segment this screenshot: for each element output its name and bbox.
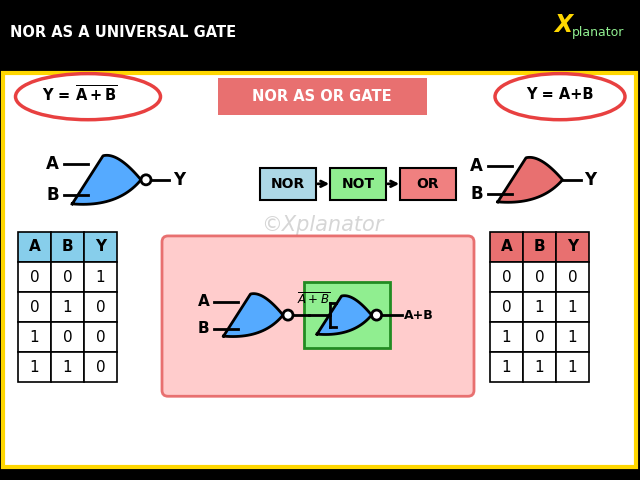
Text: 1: 1 xyxy=(534,360,544,375)
Text: 1: 1 xyxy=(96,269,106,285)
FancyBboxPatch shape xyxy=(490,232,523,262)
Text: B: B xyxy=(470,185,483,203)
Text: 0: 0 xyxy=(96,330,106,345)
Text: 1: 1 xyxy=(568,300,577,314)
Text: B: B xyxy=(46,186,59,204)
FancyBboxPatch shape xyxy=(162,236,474,396)
FancyBboxPatch shape xyxy=(260,168,316,200)
Text: 1: 1 xyxy=(29,360,39,375)
Text: 1: 1 xyxy=(63,300,72,314)
Text: 0: 0 xyxy=(502,269,511,285)
Text: A: A xyxy=(198,294,209,309)
Text: 0: 0 xyxy=(63,330,72,345)
Text: 0: 0 xyxy=(502,300,511,314)
Text: $\overline{A+B}$: $\overline{A+B}$ xyxy=(297,291,330,307)
FancyBboxPatch shape xyxy=(18,262,51,292)
Text: 1: 1 xyxy=(534,300,544,314)
Text: 0: 0 xyxy=(534,269,544,285)
Polygon shape xyxy=(317,296,372,335)
Circle shape xyxy=(283,310,293,320)
FancyBboxPatch shape xyxy=(304,282,390,348)
FancyBboxPatch shape xyxy=(218,78,427,115)
Text: Y: Y xyxy=(584,171,596,189)
FancyBboxPatch shape xyxy=(556,322,589,352)
Text: 0: 0 xyxy=(96,300,106,314)
FancyBboxPatch shape xyxy=(84,232,117,262)
Polygon shape xyxy=(223,294,283,336)
Text: 0: 0 xyxy=(96,360,106,375)
Polygon shape xyxy=(498,157,563,202)
Circle shape xyxy=(141,175,151,185)
Text: NOR AS OR GATE: NOR AS OR GATE xyxy=(252,89,392,104)
FancyBboxPatch shape xyxy=(18,292,51,322)
Text: Y: Y xyxy=(173,171,185,189)
Text: 0: 0 xyxy=(63,269,72,285)
FancyBboxPatch shape xyxy=(18,232,51,262)
Text: 1: 1 xyxy=(63,360,72,375)
Text: NOR: NOR xyxy=(271,177,305,191)
FancyBboxPatch shape xyxy=(523,232,556,262)
Text: 1: 1 xyxy=(568,330,577,345)
FancyBboxPatch shape xyxy=(490,262,523,292)
Text: B: B xyxy=(198,321,209,336)
Text: A: A xyxy=(470,156,483,175)
Ellipse shape xyxy=(495,73,625,120)
Text: 0: 0 xyxy=(568,269,577,285)
Text: 0: 0 xyxy=(29,300,39,314)
Text: Y: Y xyxy=(567,240,578,254)
FancyBboxPatch shape xyxy=(84,262,117,292)
FancyBboxPatch shape xyxy=(490,352,523,382)
FancyBboxPatch shape xyxy=(556,232,589,262)
Text: A: A xyxy=(29,240,40,254)
FancyBboxPatch shape xyxy=(523,352,556,382)
Polygon shape xyxy=(72,156,141,204)
Text: A+B: A+B xyxy=(404,309,433,322)
Ellipse shape xyxy=(15,73,161,120)
FancyBboxPatch shape xyxy=(18,352,51,382)
FancyBboxPatch shape xyxy=(84,292,117,322)
Text: NOR AS A UNIVERSAL GATE: NOR AS A UNIVERSAL GATE xyxy=(10,24,236,40)
Text: 1: 1 xyxy=(502,330,511,345)
Text: Y = $\overline{\mathbf{A+B}}$: Y = $\overline{\mathbf{A+B}}$ xyxy=(42,84,118,105)
FancyBboxPatch shape xyxy=(51,322,84,352)
FancyBboxPatch shape xyxy=(18,322,51,352)
Text: 0: 0 xyxy=(534,330,544,345)
Circle shape xyxy=(372,310,381,320)
Text: Y = A+B: Y = A+B xyxy=(526,87,594,102)
FancyBboxPatch shape xyxy=(556,292,589,322)
FancyBboxPatch shape xyxy=(51,292,84,322)
Text: 0: 0 xyxy=(29,269,39,285)
Text: 1: 1 xyxy=(29,330,39,345)
Text: OR: OR xyxy=(417,177,439,191)
FancyBboxPatch shape xyxy=(490,292,523,322)
FancyBboxPatch shape xyxy=(51,232,84,262)
Text: 1: 1 xyxy=(502,360,511,375)
FancyBboxPatch shape xyxy=(556,352,589,382)
Text: B: B xyxy=(534,240,545,254)
FancyBboxPatch shape xyxy=(51,352,84,382)
FancyBboxPatch shape xyxy=(490,322,523,352)
Text: X: X xyxy=(554,13,572,37)
FancyBboxPatch shape xyxy=(400,168,456,200)
Text: A: A xyxy=(500,240,513,254)
FancyBboxPatch shape xyxy=(330,168,386,200)
Text: planator: planator xyxy=(572,26,625,39)
FancyBboxPatch shape xyxy=(556,262,589,292)
Text: ©Xplanator: ©Xplanator xyxy=(261,215,383,235)
Text: 1: 1 xyxy=(568,360,577,375)
FancyBboxPatch shape xyxy=(84,352,117,382)
Text: NOT: NOT xyxy=(341,177,374,191)
Text: A: A xyxy=(46,156,59,173)
Text: B: B xyxy=(61,240,74,254)
Text: Y: Y xyxy=(95,240,106,254)
FancyBboxPatch shape xyxy=(523,292,556,322)
FancyBboxPatch shape xyxy=(51,262,84,292)
FancyBboxPatch shape xyxy=(523,322,556,352)
FancyBboxPatch shape xyxy=(523,262,556,292)
FancyBboxPatch shape xyxy=(84,322,117,352)
